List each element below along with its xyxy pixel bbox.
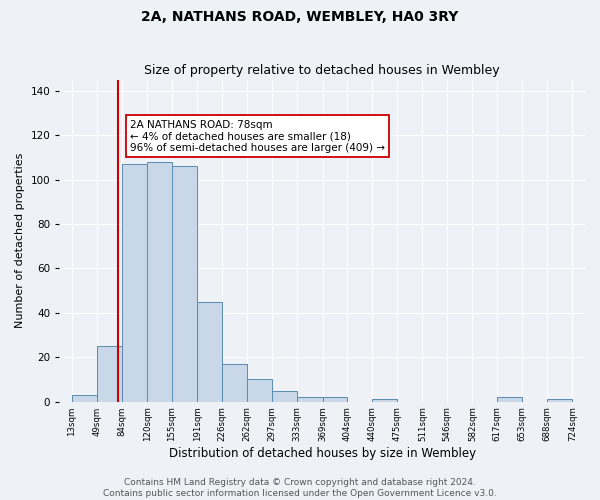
X-axis label: Distribution of detached houses by size in Wembley: Distribution of detached houses by size … xyxy=(169,447,476,460)
Title: Size of property relative to detached houses in Wembley: Size of property relative to detached ho… xyxy=(145,64,500,77)
Bar xyxy=(272,390,297,402)
Bar xyxy=(72,395,97,402)
Bar xyxy=(97,346,122,402)
Text: 2A, NATHANS ROAD, WEMBLEY, HA0 3RY: 2A, NATHANS ROAD, WEMBLEY, HA0 3RY xyxy=(142,10,458,24)
Bar xyxy=(222,364,247,402)
Y-axis label: Number of detached properties: Number of detached properties xyxy=(15,153,25,328)
Bar xyxy=(247,380,272,402)
Text: 2A NATHANS ROAD: 78sqm
← 4% of detached houses are smaller (18)
96% of semi-deta: 2A NATHANS ROAD: 78sqm ← 4% of detached … xyxy=(130,120,385,152)
Bar xyxy=(197,302,222,402)
Bar xyxy=(373,400,397,402)
Bar xyxy=(323,398,347,402)
Bar xyxy=(497,398,523,402)
Text: Contains HM Land Registry data © Crown copyright and database right 2024.
Contai: Contains HM Land Registry data © Crown c… xyxy=(103,478,497,498)
Bar xyxy=(547,400,572,402)
Bar xyxy=(122,164,147,402)
Bar xyxy=(172,166,197,402)
Bar xyxy=(147,162,172,402)
Bar xyxy=(297,398,323,402)
